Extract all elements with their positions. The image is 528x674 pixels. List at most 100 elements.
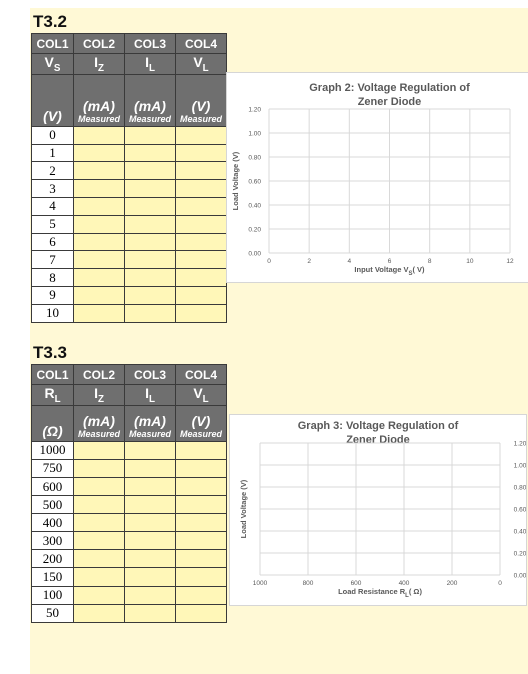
table-row: 400 [31, 513, 227, 533]
entry-cell[interactable] [73, 513, 125, 533]
col-unit-3: (mA) Measured [124, 404, 176, 442]
measured-label: Measured [179, 428, 223, 439]
x-tick-label: 400 [399, 580, 410, 587]
col-label-2: COL2 [73, 33, 125, 54]
entry-cell[interactable] [124, 549, 176, 569]
entry-cell[interactable] [124, 125, 176, 145]
entry-cell[interactable] [175, 458, 227, 478]
entry-cell[interactable] [73, 440, 125, 460]
table-row: 10 [31, 303, 227, 323]
col-label-4: COL4 [175, 364, 227, 385]
entry-cell[interactable] [175, 603, 227, 623]
entry-cell[interactable] [175, 143, 227, 163]
unit-label: (Ω) [42, 422, 63, 439]
section-title-t33: T3.3 [33, 343, 68, 362]
entry-cell[interactable] [124, 476, 176, 497]
x-tick-label: 4 [348, 258, 352, 265]
entry-cell[interactable] [124, 250, 176, 270]
entry-cell[interactable] [175, 303, 227, 323]
entry-cell[interactable] [73, 603, 125, 623]
entry-cell[interactable] [73, 549, 125, 569]
entry-cell[interactable] [73, 585, 125, 605]
col-symbol-2: IZ [73, 53, 125, 75]
entry-cell[interactable] [73, 531, 125, 551]
entry-cell[interactable] [124, 214, 176, 234]
entry-cell[interactable] [73, 196, 125, 216]
entry-cell[interactable] [175, 531, 227, 551]
entry-cell[interactable] [175, 440, 227, 460]
entry-cell[interactable] [73, 143, 125, 163]
entry-cell[interactable] [73, 303, 125, 323]
entry-cell[interactable] [73, 232, 125, 252]
entry-cell[interactable] [175, 179, 227, 198]
entry-cell[interactable] [124, 285, 176, 305]
table-row: 600 [31, 476, 227, 497]
row-value: 750 [31, 458, 74, 478]
entry-cell[interactable] [175, 196, 227, 216]
entry-cell[interactable] [124, 179, 176, 198]
entry-cell[interactable] [175, 232, 227, 252]
entry-cell[interactable] [124, 440, 176, 460]
entry-cell[interactable] [175, 549, 227, 569]
chart-graph-2-svg: Graph 2: Voltage Regulation of Zener Diod… [231, 82, 514, 277]
entry-cell[interactable] [73, 476, 125, 497]
x-tick-label: 0 [498, 580, 502, 587]
entry-cell[interactable] [73, 214, 125, 234]
entry-cell[interactable] [124, 531, 176, 551]
row-value: 3 [31, 179, 74, 198]
entry-cell[interactable] [124, 161, 176, 181]
entry-cell[interactable] [73, 458, 125, 478]
entry-cell[interactable] [175, 285, 227, 305]
entry-cell[interactable] [124, 495, 176, 515]
entry-cell[interactable] [175, 214, 227, 234]
entry-cell[interactable] [124, 585, 176, 605]
col-unit-4: (V) Measured [175, 404, 227, 442]
y-tick-label: 0.40 [248, 203, 261, 210]
entry-cell[interactable] [73, 250, 125, 270]
entry-cell[interactable] [124, 303, 176, 323]
entry-cell[interactable] [175, 250, 227, 270]
entry-cell[interactable] [175, 125, 227, 145]
entry-cell[interactable] [124, 513, 176, 533]
y-tick-label: 0.00 [514, 573, 526, 580]
entry-cell[interactable] [73, 285, 125, 305]
entry-cell[interactable] [175, 513, 227, 533]
y-tick-label: 0.60 [248, 179, 261, 186]
unit-label: (V) [191, 412, 211, 429]
y-axis-label: Load Voltage (V) [239, 479, 248, 538]
entry-cell[interactable] [175, 476, 227, 497]
entry-cell[interactable] [175, 268, 227, 287]
chart-title-line-1: Graph 2: Voltage Regulation of [309, 82, 470, 94]
y-tick-label: 1.20 [248, 107, 261, 114]
entry-cell[interactable] [73, 125, 125, 145]
header-row-col-labels: COL1 COL2 COL3 COL4 [31, 364, 227, 385]
table-row: 200 [31, 549, 227, 569]
col-label-3: COL3 [124, 364, 176, 385]
entry-cell[interactable] [124, 567, 176, 587]
entry-cell[interactable] [175, 161, 227, 181]
x-tick-label: 0 [267, 258, 271, 265]
entry-cell[interactable] [73, 567, 125, 587]
table-row: 100 [31, 585, 227, 605]
entry-cell[interactable] [73, 161, 125, 181]
entry-cell[interactable] [73, 495, 125, 515]
entry-cell[interactable] [175, 567, 227, 587]
entry-cell[interactable] [175, 495, 227, 515]
entry-cell[interactable] [175, 585, 227, 605]
row-value: 400 [31, 513, 74, 533]
entry-cell[interactable] [124, 603, 176, 623]
entry-cell[interactable] [73, 268, 125, 287]
row-value: 1000 [31, 440, 74, 460]
entry-cell[interactable] [124, 196, 176, 216]
entry-cell[interactable] [124, 232, 176, 252]
entry-cell[interactable] [73, 179, 125, 198]
entry-cell[interactable] [124, 143, 176, 163]
measured-label: Measured [179, 113, 223, 124]
section-title-t32: T3.2 [33, 12, 68, 31]
entry-cell[interactable] [124, 458, 176, 478]
header-row-symbols: RL IZ IL VL [31, 384, 227, 406]
col-unit-2: (mA) Measured [73, 73, 125, 127]
entry-cell[interactable] [124, 268, 176, 287]
row-value: 300 [31, 531, 74, 551]
header-row-symbols: VS IZ IL VL [31, 53, 227, 75]
